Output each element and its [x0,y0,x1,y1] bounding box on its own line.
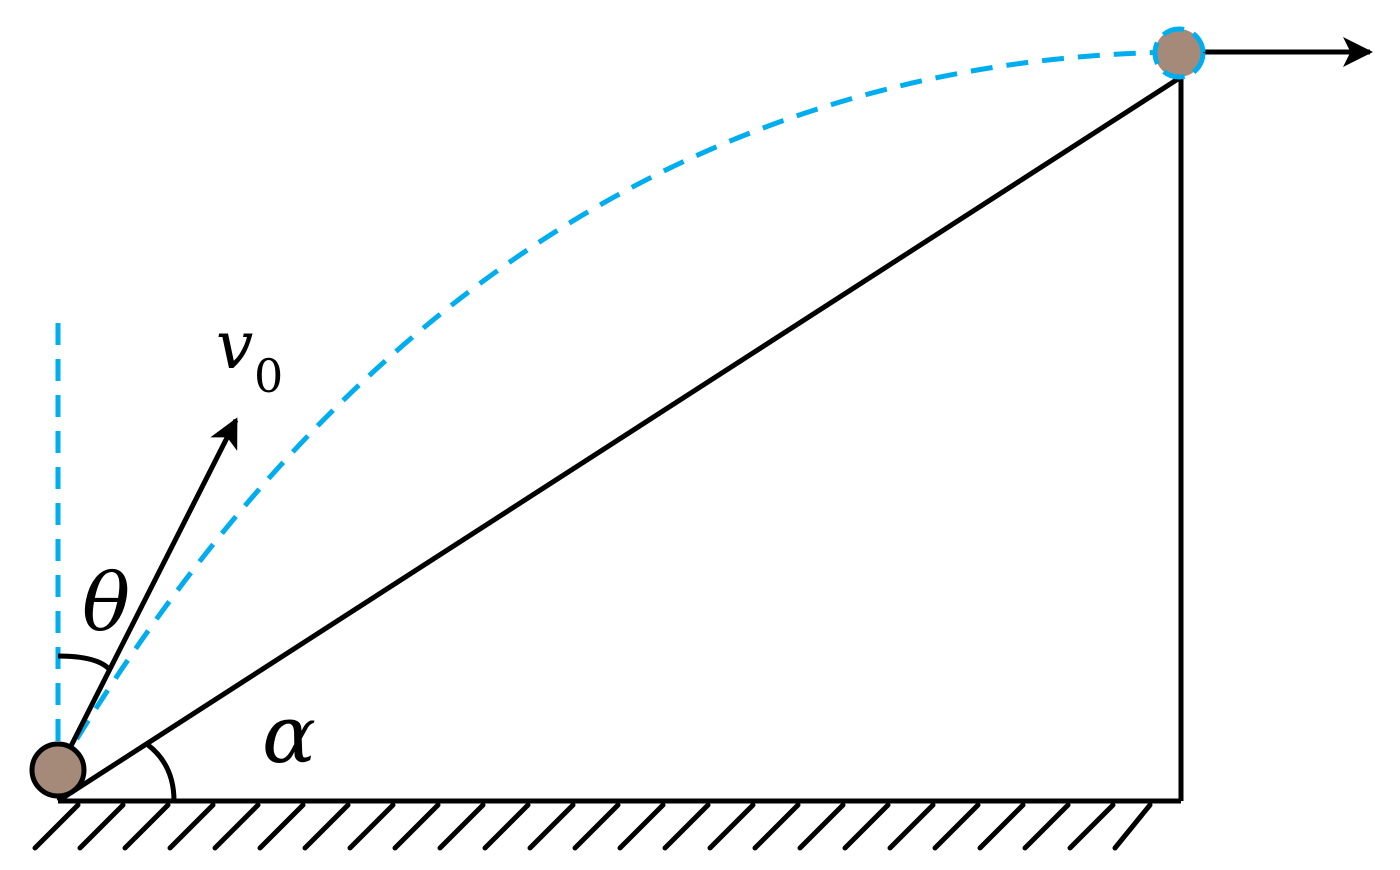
theta-angle-arc [57,653,112,672]
ball-top [1152,26,1206,80]
velocity-subscript: 0 [254,349,283,403]
alpha-angle-arc [146,743,177,802]
theta-label: θ [82,556,130,649]
alpha-label: α [262,688,316,781]
initial-velocity-arrow [67,417,239,750]
ground-hatching [32,802,1153,851]
trajectory-curve [55,49,1181,772]
velocity-label: v [216,307,253,384]
incline-triangle [56,74,1184,804]
incline-surface [56,74,1183,804]
ball-start [29,741,87,799]
